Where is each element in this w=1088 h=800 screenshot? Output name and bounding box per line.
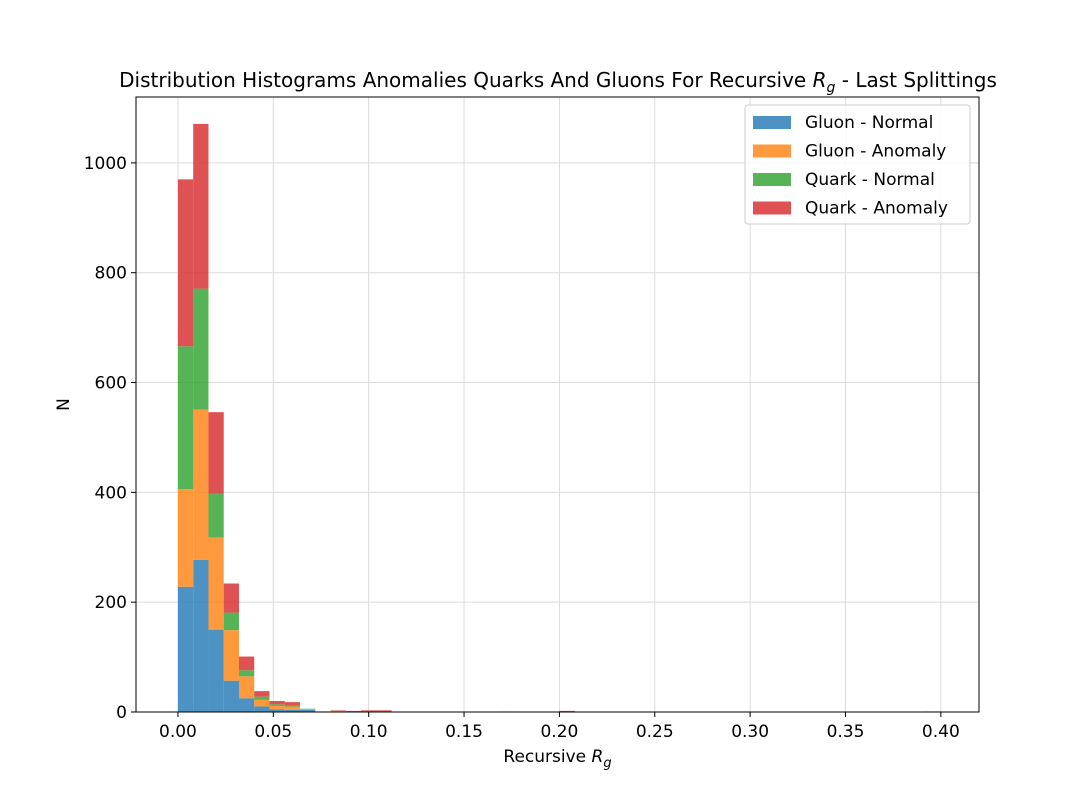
bar-gluon-anomaly-bin-7 — [284, 706, 301, 710]
grid-lines — [136, 97, 979, 713]
legend-entry: Gluon - Anomaly — [805, 142, 946, 162]
bar-quark-anomaly-bin-13 — [376, 710, 392, 712]
bar-gluon-normal-bin-5 — [254, 706, 270, 712]
y-tick-label: 600 — [95, 374, 127, 394]
bar-quark-normal-bin-2 — [208, 493, 224, 538]
x-label-symbol: R — [592, 747, 604, 767]
x-label-main: Recursive — [503, 747, 591, 767]
bar-gluon-anomaly-bin-8 — [300, 709, 316, 710]
bar-quark-normal-bin-3 — [223, 612, 239, 631]
x-tick-label: 0.00 — [159, 722, 197, 742]
legend-entry: Gluon - Normal — [805, 113, 933, 133]
title-suffix: - Last Splittings — [835, 68, 996, 92]
x-axis: 0.00 0.05 0.10 0.15 0.20 0.25 0.30 0.35 0.40 — [159, 712, 960, 742]
bar-gluon-normal-bin-7 — [284, 709, 301, 712]
legend-swatch — [753, 173, 791, 186]
bar-gluon-anomaly-bin-5 — [254, 699, 270, 707]
bar-gluon-normal-bin-8 — [300, 709, 316, 712]
bar-gluon-normal-bin-6 — [269, 709, 285, 712]
y-axis-label: N — [54, 398, 74, 411]
bar-quark-normal-bin-7 — [284, 705, 301, 707]
bar-quark-anomaly-bin-15 — [559, 710, 575, 712]
bar-gluon-normal-bin-1 — [193, 559, 209, 712]
legend-swatch — [753, 144, 791, 158]
histogram-bars — [177, 123, 941, 712]
title-subscript: g — [827, 80, 836, 96]
bar-quark-anomaly-bin-12 — [361, 710, 377, 712]
bar-quark-normal-bin-0 — [177, 346, 194, 490]
bar-quark-anomaly-bin-1 — [193, 123, 209, 289]
bar-gluon-normal-bin-4 — [238, 698, 255, 712]
title-symbol: R — [813, 68, 827, 92]
bar-quark-anomaly-bin-5 — [254, 691, 270, 697]
bar-quark-normal-bin-8 — [300, 708, 316, 710]
x-tick-label: 0.20 — [540, 722, 578, 742]
plot-frame — [135, 96, 980, 713]
legend-entry: Quark - Normal — [805, 170, 935, 190]
bar-quark-anomaly-bin-6 — [269, 701, 285, 705]
bar-quark-anomaly-bin-3 — [223, 583, 239, 613]
x-label-subscript: g — [603, 756, 611, 771]
y-tick-label: 0 — [116, 703, 127, 723]
bar-gluon-normal-bin-2 — [208, 629, 224, 712]
bar-gluon-anomaly-bin-2 — [208, 537, 224, 630]
x-tick-label: 0.25 — [636, 722, 674, 742]
bar-gluon-anomaly-bin-10 — [330, 710, 346, 712]
bar-quark-anomaly-bin-10 — [330, 710, 346, 711]
bar-gluon-anomaly-bin-3 — [223, 630, 239, 681]
x-tick-label: 0.10 — [350, 722, 388, 742]
legend: Gluon - Normal Gluon - Anomaly Quark - Nor… — [744, 104, 971, 225]
legend-swatch — [753, 201, 791, 215]
x-axis-label: Recursive Rg — [503, 747, 611, 771]
y-tick-label: 1000 — [84, 154, 127, 174]
bar-quark-anomaly-bin-2 — [208, 412, 224, 494]
y-tick-label: 800 — [95, 264, 127, 284]
x-tick-label: 0.05 — [254, 722, 292, 742]
bar-gluon-anomaly-bin-1 — [193, 409, 209, 560]
x-tick-label: 0.15 — [445, 722, 483, 742]
bar-quark-anomaly-bin-11 — [345, 710, 362, 712]
bar-quark-anomaly-bin-4 — [238, 656, 255, 671]
y-tick-label: 200 — [95, 593, 127, 613]
bar-quark-normal-bin-4 — [238, 670, 255, 677]
legend-swatch — [753, 116, 791, 129]
legend-box — [744, 104, 971, 225]
bar-gluon-anomaly-bin-4 — [238, 676, 255, 699]
bar-gluon-anomaly-bin-0 — [177, 489, 194, 587]
bar-quark-normal-bin-1 — [193, 288, 209, 410]
bar-gluon-normal-bin-3 — [223, 680, 239, 712]
y-tick-label: 400 — [95, 483, 127, 503]
bar-gluon-anomaly-bin-6 — [269, 705, 285, 710]
x-tick-label: 0.30 — [731, 722, 769, 742]
title-main: Distribution Histograms Anomalies Quarks… — [119, 68, 812, 92]
x-tick-label: 0.35 — [827, 722, 865, 742]
bar-quark-anomaly-bin-7 — [284, 702, 301, 706]
legend-entry: Quark - Anomaly — [805, 199, 948, 219]
x-tick-label: 0.40 — [922, 722, 960, 742]
bar-quark-normal-bin-6 — [269, 704, 285, 706]
bar-quark-normal-bin-5 — [254, 696, 270, 700]
chart-title: Distribution Histograms Anomalies Quarks… — [119, 68, 997, 96]
bar-gluon-normal-bin-0 — [177, 586, 194, 712]
bar-quark-anomaly-bin-0 — [177, 179, 194, 347]
y-axis: 0 200 400 600 800 1000 — [84, 154, 136, 723]
